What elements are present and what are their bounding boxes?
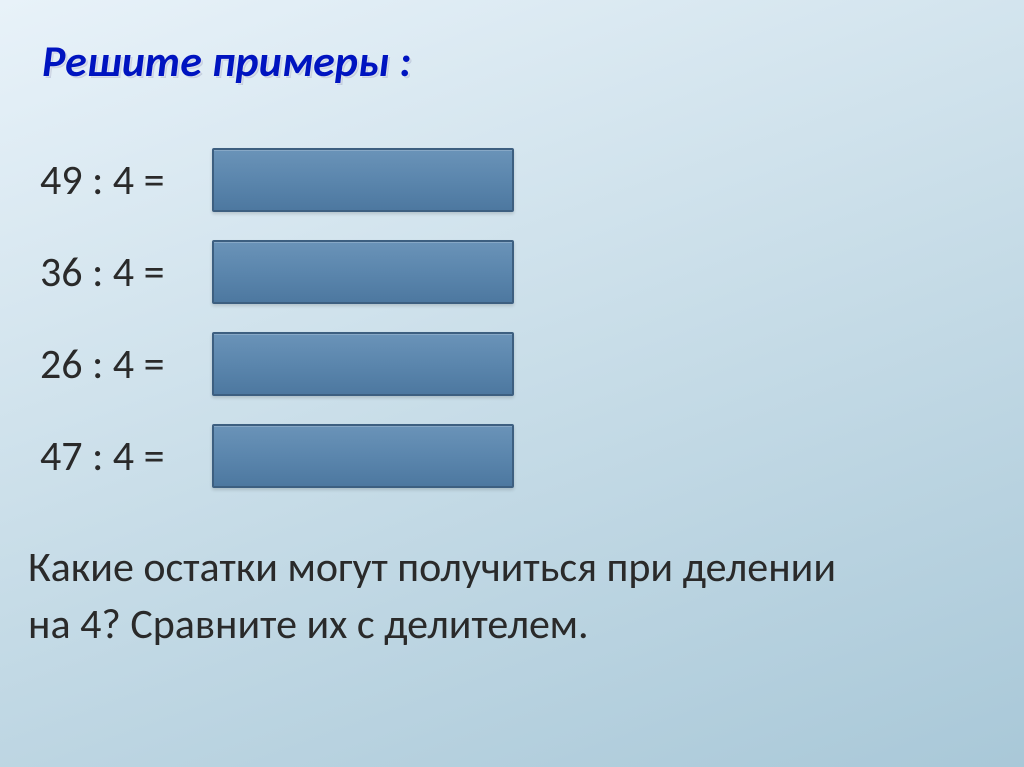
problem-expression: 49 : 4 = xyxy=(40,155,212,206)
slide-title: Решите примеры : xyxy=(42,34,411,88)
problems-list: 49 : 4 = 36 : 4 = 26 : 4 = 47 : 4 = xyxy=(40,145,514,513)
problem-row: 49 : 4 = xyxy=(40,145,514,215)
problem-expression: 26 : 4 = xyxy=(40,339,212,390)
answer-box xyxy=(212,148,514,212)
answer-box xyxy=(212,240,514,304)
question-line-2: на 4? Сравните их с делителем. xyxy=(28,599,589,650)
problem-row: 36 : 4 = xyxy=(40,237,514,307)
question-line-1: Какие остатки могут получиться при делен… xyxy=(28,542,836,593)
answer-box xyxy=(212,332,514,396)
problem-row: 47 : 4 = xyxy=(40,421,514,491)
problem-row: 26 : 4 = xyxy=(40,329,514,399)
problem-expression: 47 : 4 = xyxy=(40,431,212,482)
answer-box xyxy=(212,424,514,488)
problem-expression: 36 : 4 = xyxy=(40,247,212,298)
question-text: Какие остатки могут получиться при делен… xyxy=(28,540,928,653)
